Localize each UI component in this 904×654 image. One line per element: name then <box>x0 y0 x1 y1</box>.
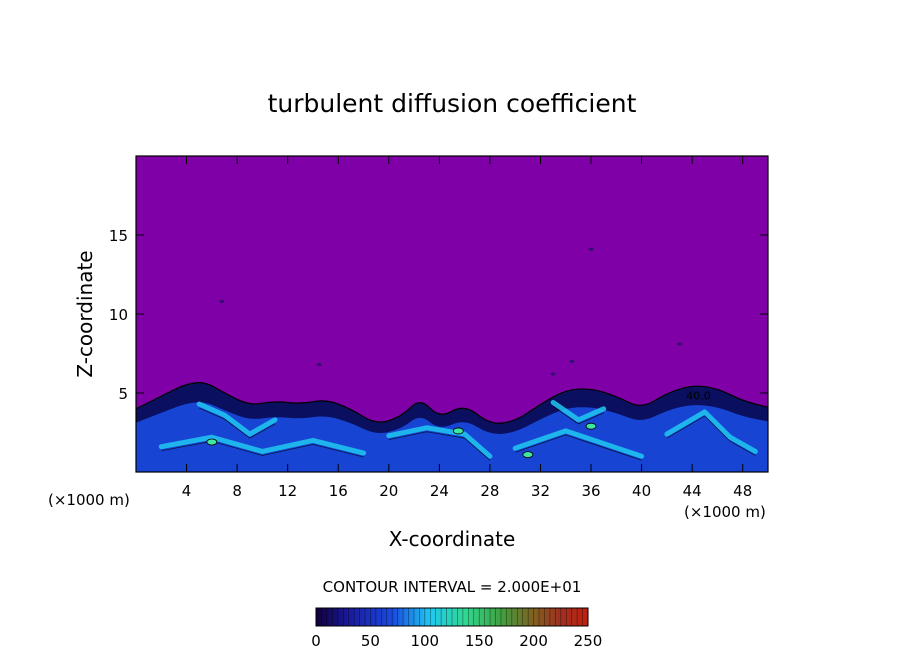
contour-line <box>666 415 756 456</box>
colorbar-tick-label: 200 <box>519 632 548 650</box>
peak-value-spot <box>206 438 218 446</box>
colorbar: 0 50 100 150 200 250 <box>311 607 602 650</box>
x-tick-label: 12 <box>278 482 297 500</box>
x-tick-label: 4 <box>182 482 192 500</box>
high-value-streak <box>664 409 758 454</box>
x-tick-label: 28 <box>480 482 499 500</box>
y-tick-label: 10 <box>109 306 128 324</box>
x-unit-label-right: (×1000 m) <box>684 503 766 521</box>
x-tick-label: 20 <box>379 482 398 500</box>
x-tick-label: 44 <box>683 482 702 500</box>
colorbar-tick-label: 150 <box>465 632 494 650</box>
x-tick-label: 16 <box>329 482 348 500</box>
contour-line <box>515 434 642 461</box>
colorbar-tick-label: 0 <box>311 632 321 650</box>
x-tick-label: 8 <box>232 482 242 500</box>
chart-title: turbulent diffusion coefficient <box>268 89 637 118</box>
x-unit-label-left: (×1000 m) <box>48 491 130 509</box>
diffusion-field: 40.0 <box>136 156 768 472</box>
colorbar-stripes <box>321 608 583 626</box>
high-value-streak <box>512 428 645 459</box>
colorbar-tick-label: 50 <box>361 632 380 650</box>
contour-value-label: 40.0 <box>686 389 711 402</box>
contour-interval-text: CONTOUR INTERVAL = 2.000E+01 <box>323 578 582 596</box>
x-tick-label: 48 <box>733 482 752 500</box>
mid-value-region <box>136 402 768 472</box>
x-axis-title: X-coordinate <box>389 527 516 551</box>
detached-wisp <box>219 299 225 303</box>
high-value-streak <box>386 425 493 459</box>
colorbar-tick-label: 100 <box>410 632 439 650</box>
detached-wisp <box>677 342 683 346</box>
detached-wisp <box>569 359 575 363</box>
contour-line <box>388 431 491 461</box>
contour-line <box>199 407 276 439</box>
high-value-streak <box>550 399 607 423</box>
peak-value-spot <box>452 427 464 435</box>
x-tick-label: 36 <box>581 482 600 500</box>
contour-line <box>552 406 604 425</box>
y-tick-label: 15 <box>109 227 128 245</box>
y-tick-label: 5 <box>118 385 128 403</box>
x-tick-label: 24 <box>430 482 449 500</box>
high-value-streak <box>196 401 278 437</box>
detached-wisp <box>316 363 322 367</box>
peak-value-spot <box>522 451 534 459</box>
y-axis-title: Z-coordinate <box>73 250 97 377</box>
x-axis: 4 8 12 16 20 24 28 32 36 40 44 48 <box>182 156 752 500</box>
peak-value-spot <box>585 422 597 430</box>
colorbar-tick-label: 250 <box>574 632 603 650</box>
y-axis: 5 10 15 <box>109 227 768 403</box>
colorbar-ticks: 0 50 100 150 200 250 <box>311 632 602 650</box>
detached-wisp <box>588 247 594 251</box>
high-value-streak <box>158 434 367 456</box>
contour-line <box>161 440 364 458</box>
detached-wisp <box>550 372 556 376</box>
x-tick-label: 32 <box>531 482 550 500</box>
x-tick-label: 40 <box>632 482 651 500</box>
